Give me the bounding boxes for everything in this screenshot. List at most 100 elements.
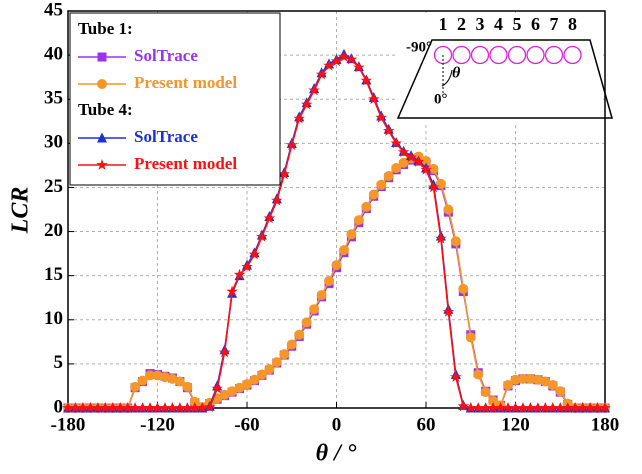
data-point [241, 260, 253, 272]
inset-label: 2 [457, 14, 466, 34]
data-point [510, 374, 521, 385]
legend-marker [97, 79, 107, 89]
data-point [294, 329, 305, 340]
data-point [338, 245, 349, 256]
data-point [338, 50, 350, 62]
data-point [227, 386, 238, 397]
data-point [301, 98, 313, 110]
data-point [488, 395, 499, 406]
data-point [62, 402, 74, 413]
data-point [256, 230, 268, 242]
data-point [576, 402, 589, 413]
legend-box [69, 12, 281, 186]
data-point [509, 402, 522, 413]
data-point [383, 170, 394, 181]
data-point [450, 371, 462, 382]
data-point [547, 402, 559, 413]
data-point [375, 111, 387, 123]
data-point [398, 157, 409, 168]
data-point [517, 402, 529, 413]
data-point [480, 387, 491, 398]
data-point [196, 402, 208, 413]
data-point [547, 380, 558, 391]
data-point [293, 112, 305, 124]
inset-label: 7 [550, 14, 559, 34]
data-point [540, 376, 551, 387]
data-point [502, 402, 514, 413]
data-point [391, 163, 402, 174]
data-point [122, 402, 134, 413]
inset-tube [470, 45, 490, 65]
data-point [569, 402, 581, 413]
data-point [487, 402, 499, 413]
data-point [397, 146, 410, 157]
data-point [555, 386, 566, 397]
legend-group: Tube 1: [78, 19, 133, 38]
data-point [181, 402, 193, 413]
data-point [234, 382, 245, 393]
data-point [412, 155, 425, 167]
data-point [174, 376, 185, 387]
data-point [360, 74, 372, 86]
x-tick-label: 120 [501, 414, 530, 435]
data-point [308, 84, 320, 96]
data-point [130, 381, 141, 392]
x-tick-label: 180 [591, 414, 620, 435]
y-tick-label: 30 [44, 132, 63, 153]
data-point [368, 93, 380, 105]
y-tick-label: 20 [44, 220, 63, 241]
data-point [532, 374, 543, 385]
data-point [353, 61, 365, 73]
legend-marker [97, 52, 107, 62]
data-point [271, 357, 282, 368]
data-point [472, 402, 484, 413]
data-point [129, 402, 141, 413]
y-tick-label: 25 [44, 176, 63, 197]
legend-label: SolTrace [134, 46, 198, 65]
x-tick-label: -60 [234, 414, 259, 435]
data-point [524, 402, 537, 413]
legend-label: Present model [134, 154, 237, 173]
data-point [211, 382, 223, 394]
data-point [330, 55, 343, 67]
inset-box [396, 13, 603, 123]
data-point [450, 236, 461, 247]
data-point [584, 402, 596, 413]
data-point [219, 389, 230, 400]
data-point [599, 402, 611, 413]
data-point [503, 380, 514, 391]
data-point [562, 402, 574, 413]
data-point [345, 53, 358, 65]
data-point [442, 305, 455, 317]
data-point [361, 201, 372, 212]
data-point [278, 168, 290, 180]
data-point [159, 402, 171, 413]
data-point [473, 369, 484, 380]
data-point [324, 275, 335, 286]
data-point [182, 381, 193, 392]
legend-marker [97, 132, 107, 143]
inset-label: 8 [568, 14, 577, 34]
y-tick-label: 40 [44, 43, 63, 64]
y-tick-label: 5 [54, 352, 64, 373]
data-point [84, 402, 97, 413]
data-point [242, 379, 252, 390]
data-point [152, 370, 163, 381]
x-tick-label: -180 [51, 414, 86, 435]
legend-marker [96, 159, 108, 170]
data-point [144, 402, 156, 413]
data-point [107, 402, 119, 413]
data-point [248, 248, 261, 260]
data-point [368, 189, 379, 200]
x-tick-label: 60 [417, 414, 436, 435]
inset-tube [563, 45, 582, 65]
data-point [166, 402, 179, 413]
data-point [532, 402, 544, 413]
data-point [151, 402, 164, 413]
inset-label: 3 [476, 14, 485, 34]
data-point [591, 402, 604, 413]
data-point [315, 68, 328, 80]
inset-label: -90° [406, 39, 432, 55]
data-point [465, 402, 477, 413]
